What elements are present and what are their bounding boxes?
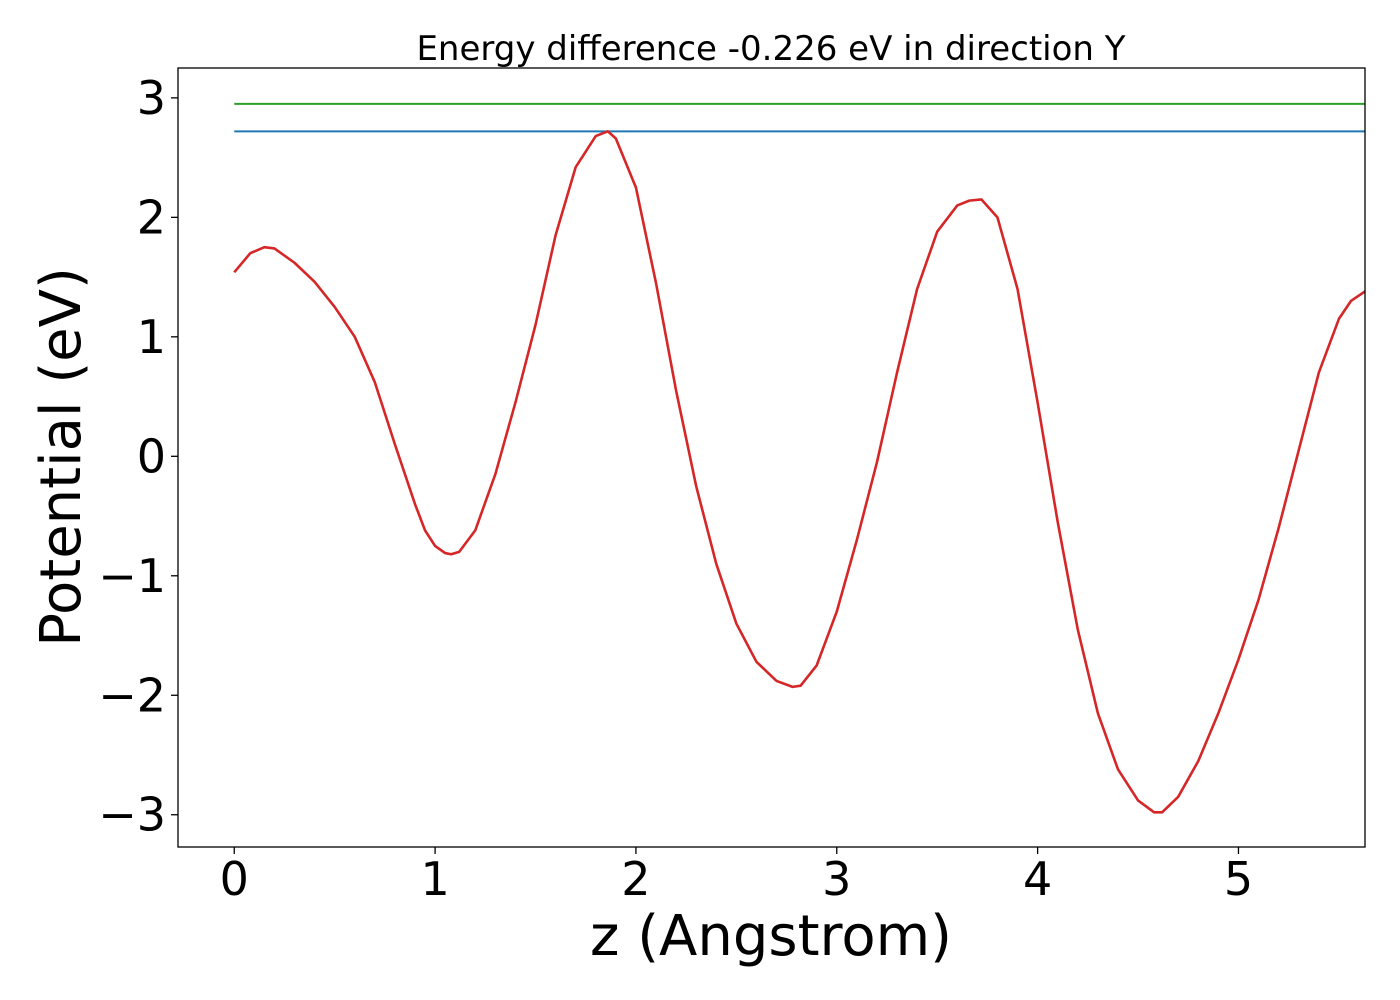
plot-frame [177,67,1366,848]
x-axis-label: z (Angstrom) [590,904,952,969]
x-tick-label: 2 [621,852,650,906]
y-axis-label: Potential (eV) [29,267,94,647]
potential-curve [233,130,1366,814]
x-tick-label: 3 [822,852,851,906]
x-axis: 0 1 2 3 4 5 [220,847,1253,906]
series-layer [233,102,1366,814]
x-tick-label: 5 [1224,852,1253,906]
x-tick-label: 1 [420,852,449,906]
x-tick-label: 0 [220,852,249,906]
y-tick-label: 0 [137,429,166,483]
y-tick-label: 1 [137,310,166,364]
chart-title: Energy difference -0.226 eV in direction… [416,29,1125,69]
y-tick-label: 3 [137,71,166,125]
y-tick-label: −2 [98,668,166,722]
y-tick-label: −3 [98,788,166,842]
x-tick-label: 4 [1023,852,1052,906]
y-tick-label: −1 [98,549,166,603]
y-tick-label: 2 [137,190,166,244]
y-axis: −3 −2 −1 0 1 2 3 [98,71,178,842]
